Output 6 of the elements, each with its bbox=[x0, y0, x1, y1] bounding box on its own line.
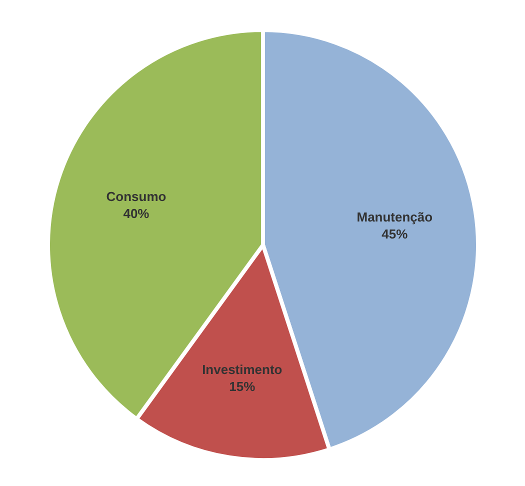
data-label: 15% bbox=[229, 378, 256, 394]
slice-label: Investimento bbox=[202, 362, 282, 378]
slice-label: Consumo bbox=[106, 189, 166, 204]
data-label: 40% bbox=[123, 206, 150, 222]
data-label: 45% bbox=[382, 226, 408, 242]
slice-label: Manutenção bbox=[356, 210, 433, 225]
